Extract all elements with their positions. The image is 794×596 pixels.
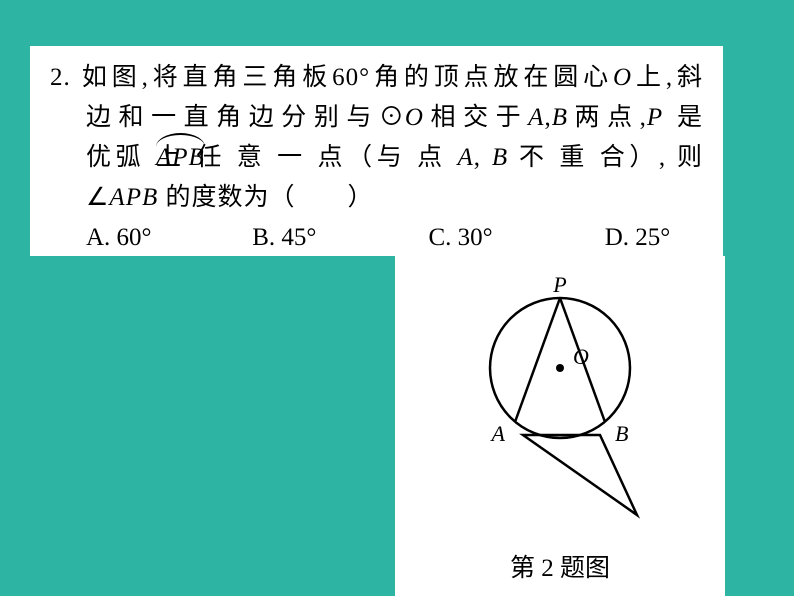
option-d: D. 25° [605, 218, 671, 258]
triangle-board [523, 435, 637, 515]
label-b: B [615, 421, 628, 446]
option-a: A. 60° [86, 218, 246, 258]
figure-svg: P O A B [465, 268, 665, 538]
option-b: B. 45° [252, 218, 422, 258]
figure-panel: P O A B 第 2 题图 [395, 256, 725, 596]
options-row: A. 60° B. 45° C. 30° D. 25° [50, 218, 703, 258]
question-line-4: ∠APB 的度数为（ ） [50, 178, 703, 218]
question-line-3: 优弧 APB 上 任 意 一 点（与 点 A, B 不 重 合）, 则 [50, 138, 703, 178]
question-line-2: 边和一直角边分别与⊙O相交于A,B两点,P 是 [50, 98, 703, 138]
question-panel: 2. 如图,将直角三角板60°角的顶点放在圆心O上,斜 边和一直角边分别与⊙O相… [30, 46, 723, 256]
line-pa [515, 298, 560, 422]
arc-apb: APB [156, 138, 205, 178]
question-line-1: 2. 如图,将直角三角板60°角的顶点放在圆心O上,斜 [50, 58, 703, 98]
question-number: 2. [50, 64, 71, 91]
figure-caption: 第 2 题图 [395, 548, 725, 584]
label-p: P [552, 272, 566, 297]
option-c: C. 30° [429, 218, 599, 258]
center-dot [556, 364, 564, 372]
label-a: A [490, 421, 506, 446]
label-o: O [573, 344, 589, 369]
